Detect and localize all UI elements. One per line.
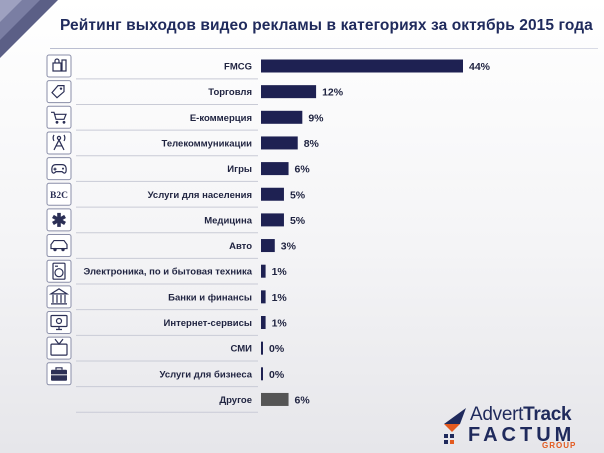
bar xyxy=(261,110,303,124)
bank-icon xyxy=(46,285,72,309)
value-label: 0% xyxy=(269,343,285,355)
value-label: 6% xyxy=(295,394,311,406)
category-label: Торговля xyxy=(208,87,252,98)
category-label: Банки и финансы xyxy=(168,292,252,303)
category-label: Услуги для населения xyxy=(148,190,252,201)
category-label: Телекоммуникации xyxy=(162,138,253,149)
antenna-tower-icon xyxy=(46,131,72,155)
value-label: 5% xyxy=(290,189,306,201)
shopping-bag-icon xyxy=(46,54,72,78)
category-label: Электроника, по и бытовая техника xyxy=(84,267,253,278)
category-label: Е-коммерция xyxy=(190,113,252,124)
bar xyxy=(261,187,284,201)
washing-machine-icon xyxy=(46,259,72,283)
gamepad-icon xyxy=(46,157,72,181)
value-label: 9% xyxy=(308,112,324,124)
chart-title: Рейтинг выходов видео рекламы в категори… xyxy=(60,17,593,34)
logo-factum: FACTUM xyxy=(468,424,576,446)
b2c-icon-label: B2C xyxy=(50,191,68,201)
value-label: 8% xyxy=(304,138,320,150)
shopping-cart-icon xyxy=(46,105,72,129)
bar xyxy=(261,341,263,355)
corner-decoration xyxy=(0,0,58,58)
value-label: 0% xyxy=(269,369,285,381)
car-icon xyxy=(46,234,72,258)
bar xyxy=(261,290,266,304)
bar xyxy=(261,239,275,253)
bar xyxy=(261,367,263,381)
value-label: 1% xyxy=(272,266,288,278)
title-divider xyxy=(50,48,598,49)
logo-name-part1: Advert xyxy=(470,404,524,425)
logo-group: GROUP xyxy=(542,441,577,450)
bar xyxy=(261,136,298,150)
category-label: FMCG xyxy=(224,62,252,73)
value-label: 5% xyxy=(290,215,306,227)
bar xyxy=(261,392,289,406)
category-label: Услуги для бизнеса xyxy=(160,369,253,380)
medical-star-icon xyxy=(46,208,72,232)
value-label: 12% xyxy=(322,87,344,99)
category-label: Медицина xyxy=(204,215,252,226)
bar xyxy=(261,162,289,176)
value-label: 1% xyxy=(272,292,288,304)
bar xyxy=(261,264,266,278)
value-label: 1% xyxy=(272,318,288,330)
bar xyxy=(261,85,317,99)
b2c-icon: B2C xyxy=(46,182,72,206)
advert-track-logo: AdvertTrack FACTUM GROUP xyxy=(442,404,602,452)
monitor-icon xyxy=(46,311,72,334)
bar xyxy=(261,316,266,329)
category-label: Интернет-сервисы xyxy=(164,318,252,329)
price-tag-icon xyxy=(46,80,72,104)
tv-icon xyxy=(46,336,72,360)
category-label: Игры xyxy=(227,164,252,175)
briefcase-icon xyxy=(46,362,72,386)
logo-mark-icon xyxy=(444,408,466,444)
category-label: Авто xyxy=(229,241,252,252)
bar xyxy=(261,59,463,73)
value-label: 44% xyxy=(469,61,491,73)
logo-name-part2: Track xyxy=(523,404,572,425)
logo-name: AdvertTrack xyxy=(470,404,572,426)
bar xyxy=(261,213,284,227)
category-label: СМИ xyxy=(231,344,253,355)
category-label: Другое xyxy=(219,395,252,406)
value-label: 6% xyxy=(295,164,311,176)
value-label: 3% xyxy=(281,241,297,253)
